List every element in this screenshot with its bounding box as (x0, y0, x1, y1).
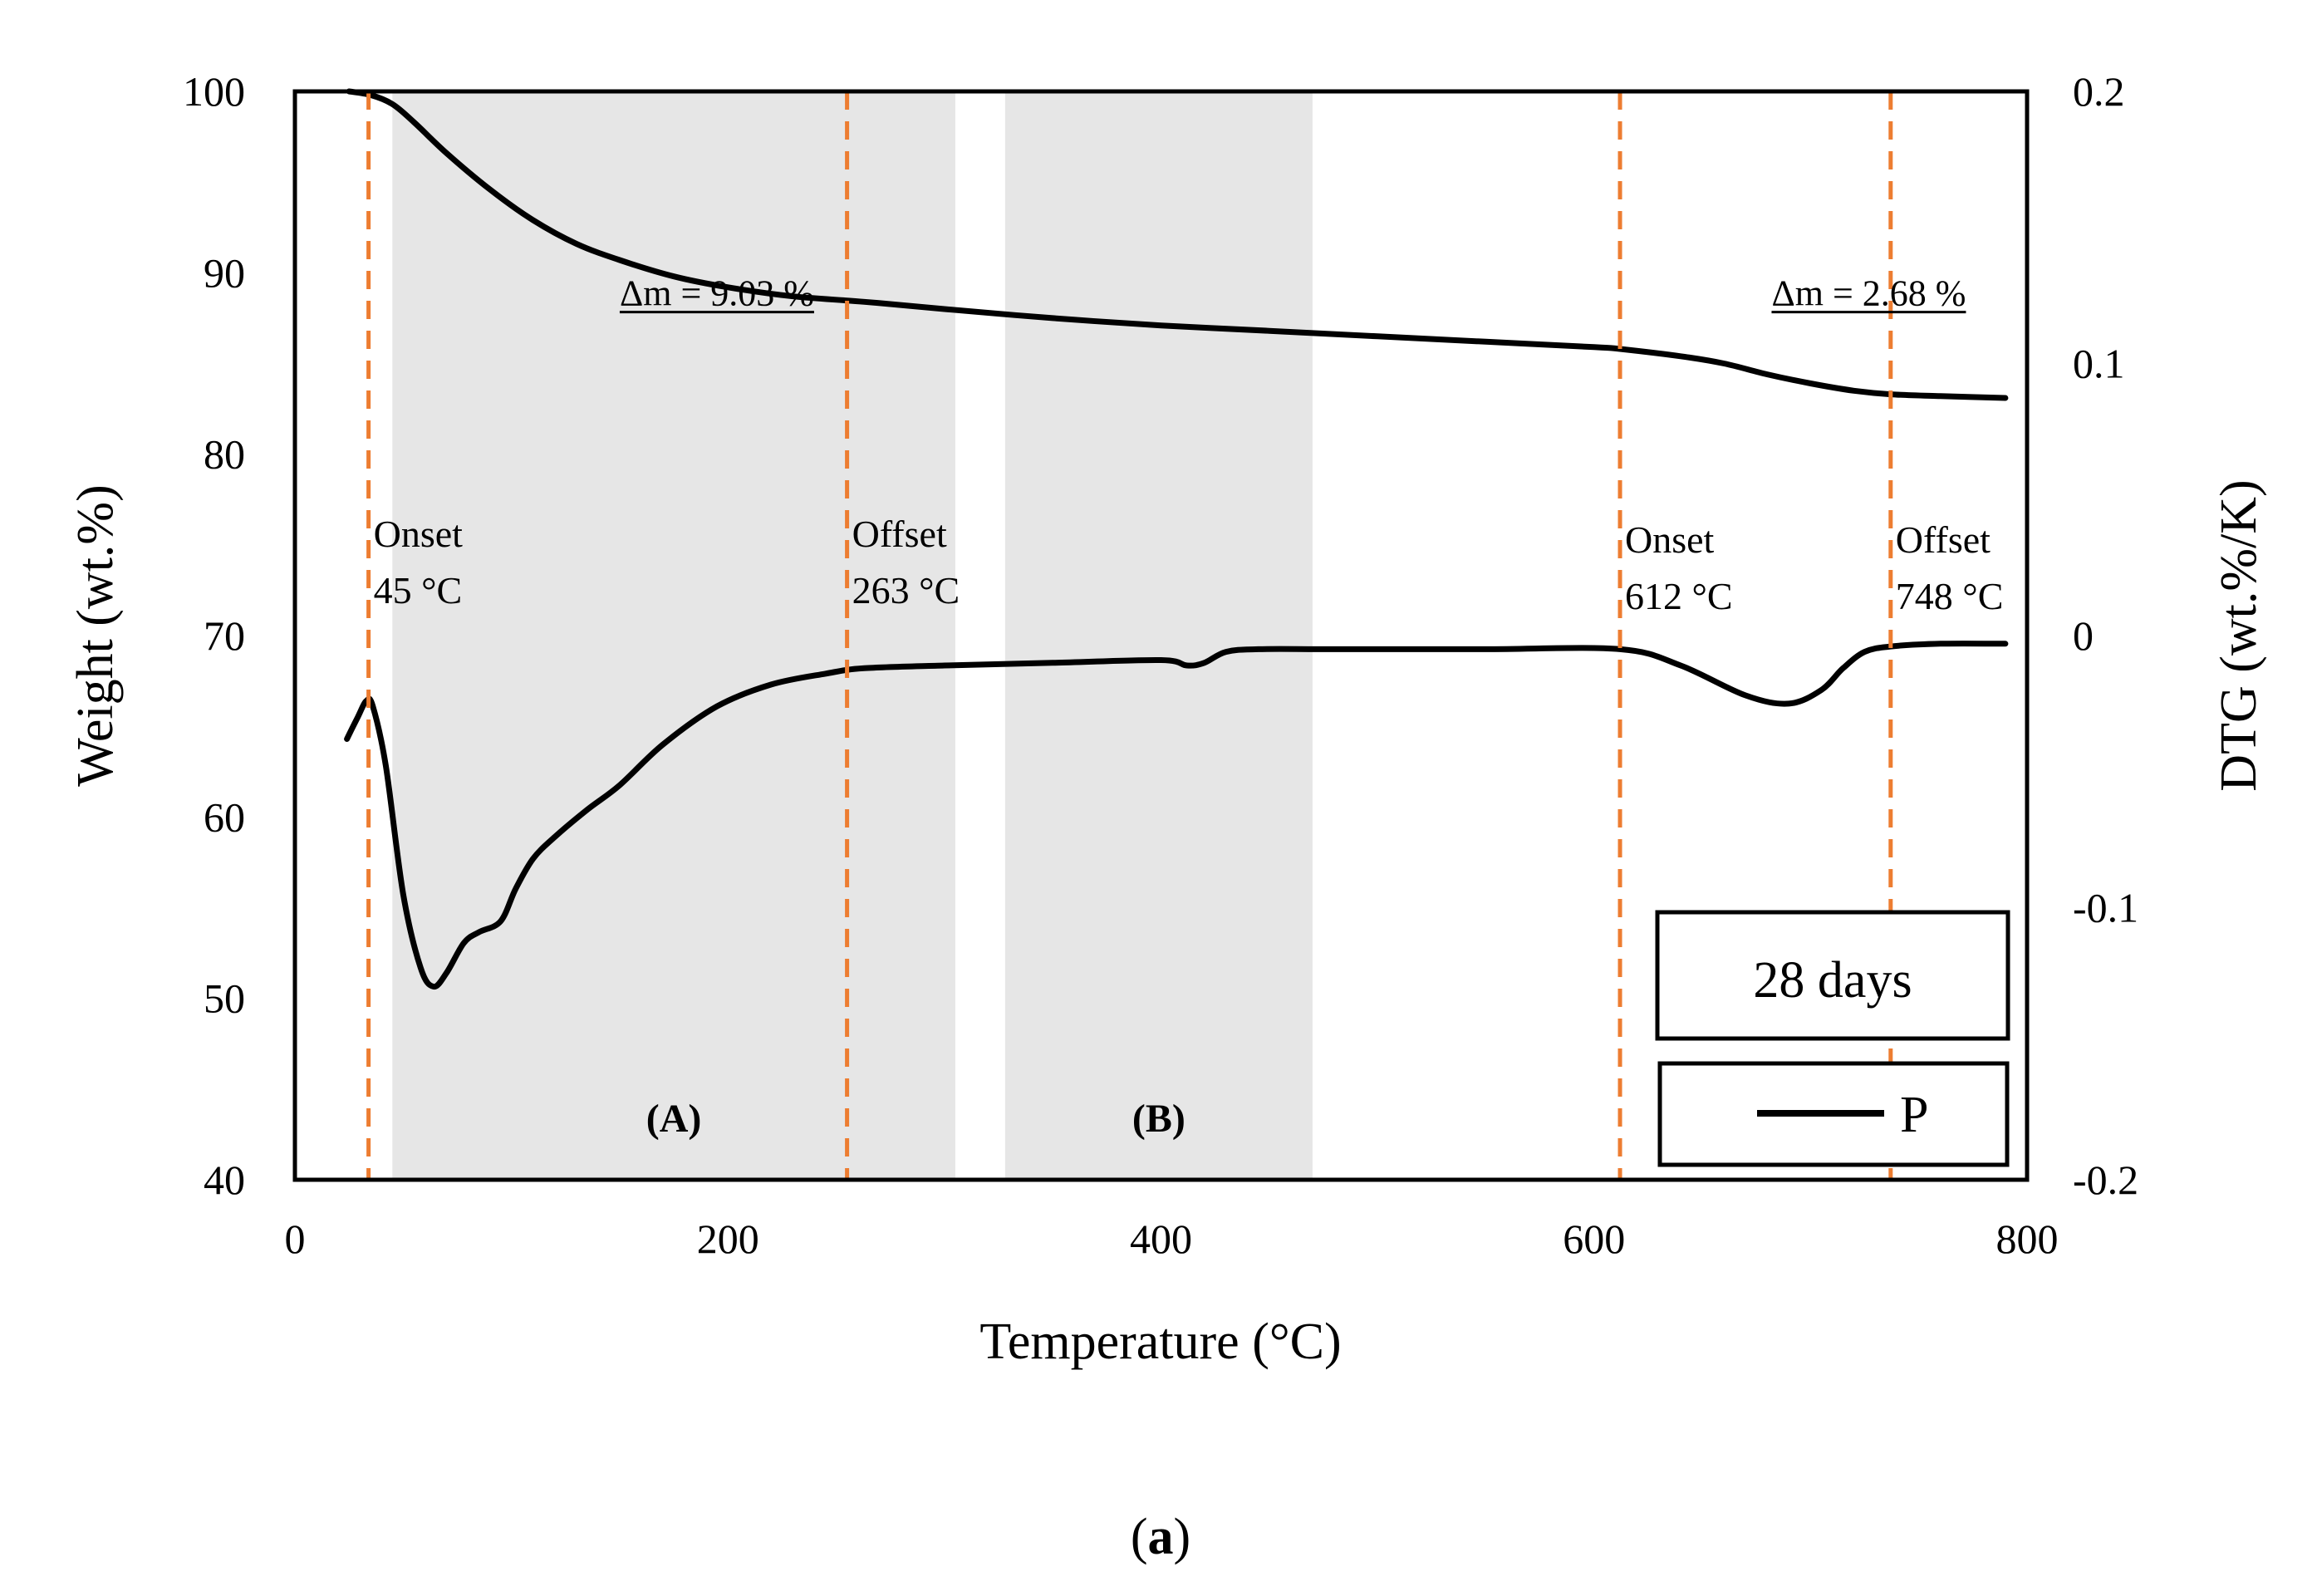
dtg-series-line (344, 641, 2009, 990)
tg-series-line (346, 88, 2009, 401)
mass-loss-label-1: Δm = 9.03 % (620, 273, 814, 314)
x-tick-label-0: 0 (285, 1215, 306, 1262)
axis-ticks: 0 200 400 600 800 40 50 60 70 80 90 100 -0.2 -0.1 0 0.1… (183, 68, 2138, 1262)
region-label-2: (B) (1132, 1097, 1185, 1141)
marker-label-2-name: Offset (852, 513, 947, 555)
y2-tick-label-3: 0 (2073, 612, 2094, 659)
x-tick-label-800: 800 (1996, 1215, 2059, 1262)
x-axis-title: Temperature (°C) (979, 1314, 1341, 1370)
legend-title-box (1655, 910, 2010, 1041)
legend-series-label: P (1900, 1087, 1928, 1143)
x-tick-label-200: 200 (697, 1215, 759, 1262)
caption-close: ) (1174, 1509, 1191, 1565)
shaded-regions (392, 91, 1313, 1180)
shaded-region-1 (392, 91, 955, 1180)
plot-frame (292, 89, 2030, 1182)
series-layer (344, 88, 2009, 990)
legend-title: 28 days (1753, 952, 1912, 1009)
y2-tick-label-5: 0.2 (2073, 68, 2125, 115)
region-label-1: (A) (646, 1097, 702, 1141)
marker-label-1-name: Onset (374, 513, 464, 555)
annotations: (A) (B) Onset 45 °C Offset 263 °C Onset 612 °C O… (374, 273, 2004, 1141)
x-tick-label-600: 600 (1563, 1215, 1625, 1262)
x-tick-label-400: 400 (1130, 1215, 1192, 1262)
y2-axis-title: DTG (wt.%/K) (2211, 479, 2267, 791)
marker-label-4-temp: 748 °C (1896, 575, 2004, 617)
y2-tick-label-1: -0.2 (2073, 1156, 2138, 1203)
caption-open: ( (1131, 1509, 1148, 1565)
marker-label-1-temp: 45 °C (374, 569, 463, 611)
shaded-region-2 (1004, 91, 1313, 1180)
y-tick-label-60: 60 (204, 793, 245, 840)
y2-tick-label-2: -0.1 (2073, 885, 2138, 931)
y2-tick-label-4: 0.1 (2073, 341, 2125, 387)
marker-label-4-name: Offset (1896, 518, 1991, 561)
y-tick-label-70: 70 (204, 612, 245, 659)
caption-letter: a (1148, 1509, 1174, 1565)
mass-loss-label-2: Δm = 2.68 % (1771, 273, 1966, 314)
marker-label-3-name: Onset (1625, 518, 1715, 561)
y-tick-label-100: 100 (183, 68, 245, 115)
y-tick-label-40: 40 (204, 1156, 245, 1203)
y-tick-label-90: 90 (204, 249, 245, 296)
y-axis-title: Weight (wt.%) (67, 484, 124, 786)
y-tick-label-80: 80 (204, 431, 245, 478)
y-tick-label-50: 50 (204, 975, 245, 1022)
marker-label-3-temp: 612 °C (1625, 575, 1733, 617)
figure-caption: (a) (1131, 1509, 1190, 1565)
marker-label-2-temp: 263 °C (852, 569, 960, 611)
